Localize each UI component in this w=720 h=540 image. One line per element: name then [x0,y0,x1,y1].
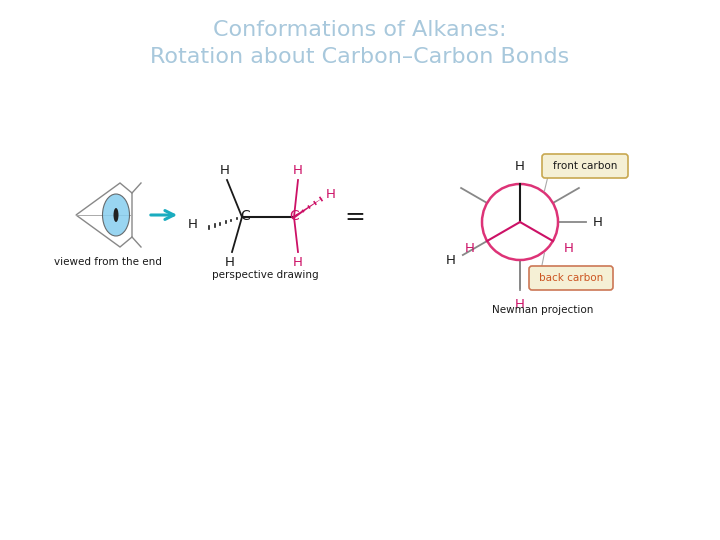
Text: H: H [465,242,475,255]
Text: H: H [326,187,336,200]
Text: front carbon: front carbon [553,161,617,171]
Text: viewed from the end: viewed from the end [54,257,162,267]
Text: C: C [289,209,299,223]
Ellipse shape [102,194,130,236]
Text: Conformations of Alkanes:: Conformations of Alkanes: [213,20,507,40]
Text: back carbon: back carbon [539,273,603,283]
Text: Rotation about Carbon–Carbon Bonds: Rotation about Carbon–Carbon Bonds [150,47,570,67]
FancyBboxPatch shape [542,154,628,178]
Polygon shape [295,197,324,218]
FancyBboxPatch shape [529,266,613,290]
Text: =: = [345,205,366,229]
Text: H: H [293,255,303,268]
Text: C: C [240,209,250,223]
Text: H: H [225,255,235,268]
Text: H: H [564,242,574,255]
Text: H: H [446,254,455,267]
Text: H: H [293,164,303,177]
Text: H: H [188,219,198,232]
Text: H: H [515,298,525,310]
Ellipse shape [114,208,119,222]
Text: perspective drawing: perspective drawing [212,270,318,280]
Text: H: H [515,159,525,172]
Text: H: H [220,164,230,177]
Text: Newman projection: Newman projection [492,305,593,315]
Text: H: H [593,215,603,228]
